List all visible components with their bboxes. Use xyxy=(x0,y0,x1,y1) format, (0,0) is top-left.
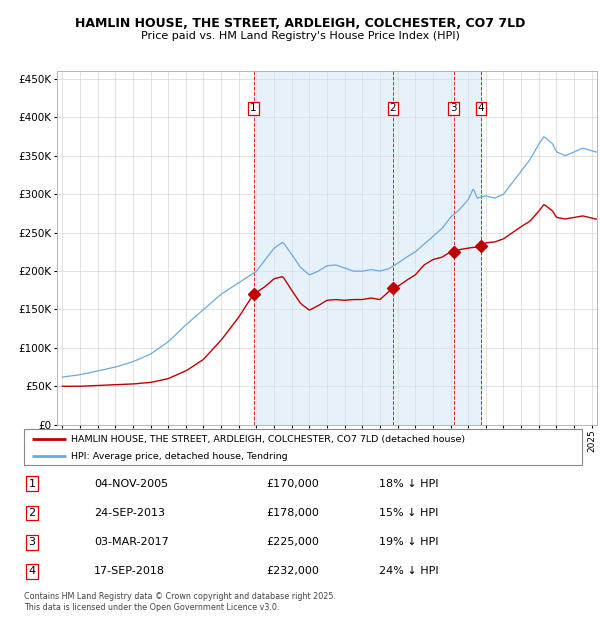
Text: Price paid vs. HM Land Registry's House Price Index (HPI): Price paid vs. HM Land Registry's House … xyxy=(140,31,460,41)
Text: 19% ↓ HPI: 19% ↓ HPI xyxy=(379,537,439,547)
Text: 2: 2 xyxy=(389,104,396,113)
Text: 15% ↓ HPI: 15% ↓ HPI xyxy=(379,508,439,518)
Text: 2: 2 xyxy=(29,508,35,518)
Text: HAMLIN HOUSE, THE STREET, ARDLEIGH, COLCHESTER, CO7 7LD: HAMLIN HOUSE, THE STREET, ARDLEIGH, COLC… xyxy=(75,17,525,30)
Text: 3: 3 xyxy=(29,537,35,547)
Text: 3: 3 xyxy=(450,104,457,113)
Text: 24-SEP-2013: 24-SEP-2013 xyxy=(94,508,165,518)
Text: 1: 1 xyxy=(29,479,35,489)
Text: £178,000: £178,000 xyxy=(266,508,319,518)
Text: 04-NOV-2005: 04-NOV-2005 xyxy=(94,479,168,489)
Text: 4: 4 xyxy=(478,104,484,113)
Text: HAMLIN HOUSE, THE STREET, ARDLEIGH, COLCHESTER, CO7 7LD (detached house): HAMLIN HOUSE, THE STREET, ARDLEIGH, COLC… xyxy=(71,435,466,443)
Text: Contains HM Land Registry data © Crown copyright and database right 2025.
This d: Contains HM Land Registry data © Crown c… xyxy=(24,592,336,611)
FancyBboxPatch shape xyxy=(24,429,582,465)
Text: 24% ↓ HPI: 24% ↓ HPI xyxy=(379,566,439,577)
Text: 1: 1 xyxy=(250,104,257,113)
Bar xyxy=(254,71,481,425)
Text: £232,000: £232,000 xyxy=(266,566,319,577)
Text: 17-SEP-2018: 17-SEP-2018 xyxy=(94,566,165,577)
Text: 03-MAR-2017: 03-MAR-2017 xyxy=(94,537,169,547)
Text: 18% ↓ HPI: 18% ↓ HPI xyxy=(379,479,439,489)
Text: HPI: Average price, detached house, Tendring: HPI: Average price, detached house, Tend… xyxy=(71,451,288,461)
Text: 4: 4 xyxy=(29,566,35,577)
Text: £170,000: £170,000 xyxy=(266,479,319,489)
Text: £225,000: £225,000 xyxy=(266,537,319,547)
